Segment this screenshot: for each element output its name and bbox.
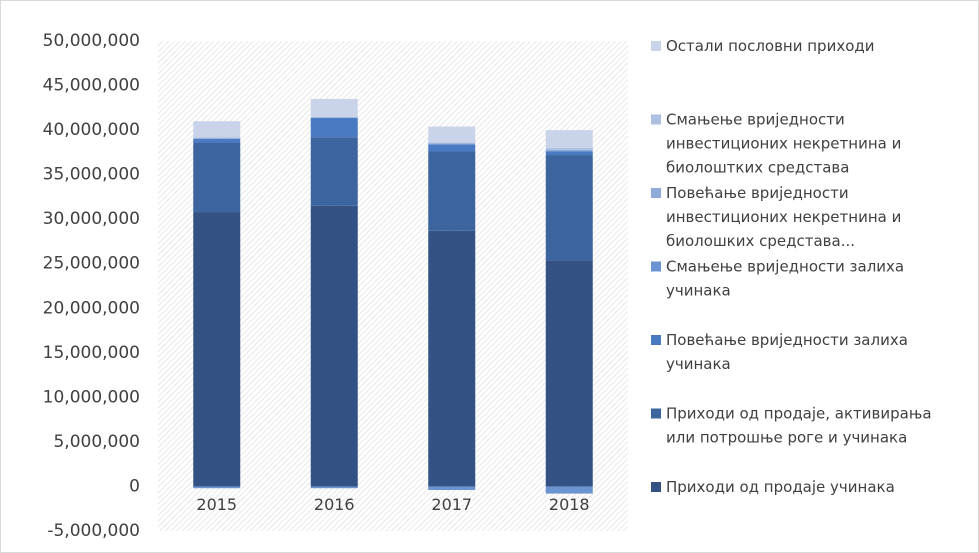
y-tick-label: 0 — [129, 476, 140, 496]
y-tick-label: 45,000,000 — [43, 76, 140, 96]
legend-label: Остали пословни приходи — [666, 37, 875, 55]
legend-swatch — [651, 188, 661, 198]
x-tick-label: 2017 — [431, 495, 472, 514]
y-tick-label: 40,000,000 — [43, 120, 140, 140]
bar-segment — [428, 142, 476, 144]
bar-segment — [545, 155, 593, 261]
y-tick-label: 15,000,000 — [43, 343, 140, 363]
y-tick-label: 35,000,000 — [43, 165, 140, 185]
bar-segment — [193, 138, 241, 139]
bar-segment — [428, 143, 476, 145]
bar-segment — [545, 130, 593, 148]
bar-segment — [428, 230, 476, 487]
x-tick-label: 2016 — [314, 495, 355, 514]
bar-segment — [310, 205, 358, 487]
bar-segment — [310, 486, 358, 489]
bar-segment — [545, 151, 593, 156]
bar-segment — [193, 212, 241, 487]
x-tick-label: 2018 — [549, 495, 590, 514]
y-tick-label: 20,000,000 — [43, 298, 140, 318]
legend-label: Смањење вриједности инвестиционих некретн… — [666, 110, 901, 176]
legend-line: или потрошње роге и учинака — [666, 428, 907, 446]
legend-label: Повећање вриједности залиха учинака — [666, 331, 908, 373]
y-tick-label: 30,000,000 — [43, 209, 140, 229]
legend-line: инвестиционих некретнина и — [666, 208, 901, 226]
legend-swatch — [651, 41, 661, 51]
legend-swatch — [651, 114, 661, 125]
bar-segment — [310, 117, 358, 138]
legend-line: Смањење вриједности — [666, 110, 845, 128]
bar-segment — [193, 486, 241, 489]
bar-segment — [193, 139, 241, 143]
y-tick-label: 10,000,000 — [43, 387, 140, 407]
bar-segment — [428, 144, 476, 152]
legend-label: Приходи од продаје учинака — [666, 478, 895, 496]
legend-swatch — [651, 261, 661, 272]
legend-line: Остали пословни приходи — [666, 37, 875, 55]
bar-segment — [428, 486, 476, 491]
bar-segment — [310, 137, 358, 206]
legend-swatch — [651, 482, 661, 492]
bar-segment — [545, 149, 593, 152]
legend-label: Приходи од продаје, активирања или потрош… — [666, 404, 932, 446]
x-tick-label: 2015 — [196, 495, 237, 514]
legend-swatch — [651, 335, 661, 345]
legend-line: инвестиционих некретнина и — [666, 134, 901, 152]
bar-segment — [428, 151, 476, 231]
legend-line: учинака — [666, 281, 731, 299]
legend-line: Смањење вриједности залиха — [666, 257, 904, 275]
bar-segment — [428, 126, 476, 143]
legend-line: Повећање вриједности — [666, 184, 849, 202]
y-tick-label: 25,000,000 — [43, 254, 140, 274]
bar-segment — [310, 98, 358, 118]
legend-label: Повећање вриједности инвестиционих некрет… — [666, 184, 901, 250]
bar-segment — [193, 142, 241, 213]
y-tick-label: 50,000,000 — [43, 31, 140, 51]
bar-segment — [545, 260, 593, 487]
legend-line: Повећање вриједности залиха — [666, 331, 908, 349]
legend-label: Смањење вриједности залиха учинака — [666, 257, 904, 299]
y-tick-label: 5,000,000 — [53, 432, 140, 452]
y-tick-label: -5,000,000 — [47, 521, 140, 541]
bar-segment — [193, 137, 241, 139]
legend-line: Приходи од продаје учинака — [666, 478, 895, 496]
bar-segment — [545, 147, 593, 150]
bar-segment — [193, 121, 241, 138]
legend-line: Приходи од продаје, активирања — [666, 404, 932, 422]
legend-swatch — [651, 408, 661, 419]
legend-line: биолоштких средстава — [666, 158, 849, 176]
legend-line: биолошких средстава... — [666, 232, 855, 250]
legend-line: учинака — [666, 355, 731, 373]
bar-segment — [545, 486, 593, 494]
